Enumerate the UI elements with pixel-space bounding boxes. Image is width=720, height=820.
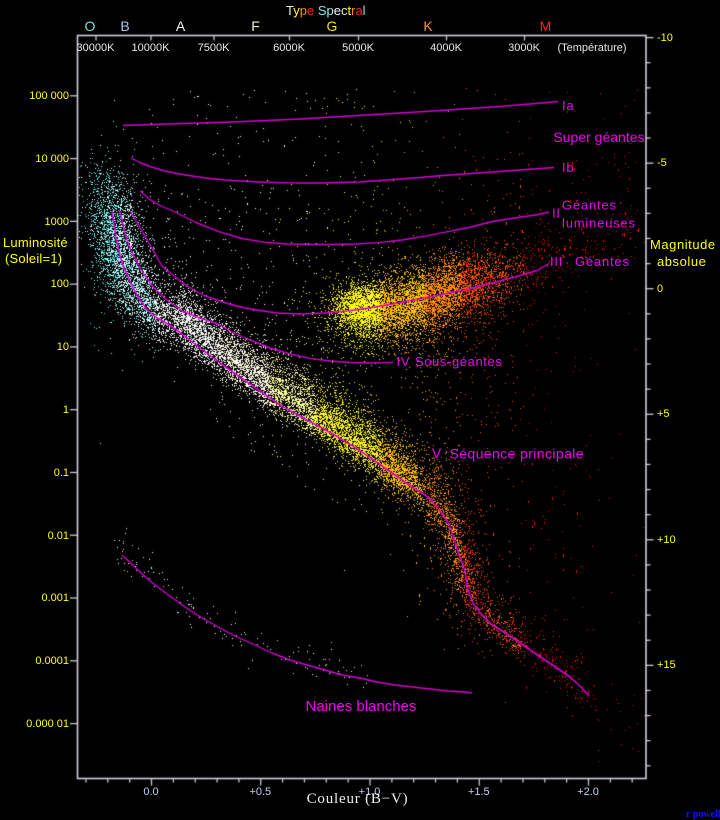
svg-text:0.0001: 0.0001 — [35, 655, 69, 667]
svg-text:5000K: 5000K — [342, 42, 374, 54]
svg-text:+10: +10 — [657, 534, 676, 546]
svg-text:3000K: 3000K — [508, 42, 540, 54]
svg-text:K: K — [423, 18, 433, 34]
svg-text:G: G — [327, 18, 338, 34]
svg-text:(Soleil=1): (Soleil=1) — [5, 251, 62, 266]
svg-text:absolue: absolue — [657, 254, 706, 269]
svg-text:0.0: 0.0 — [143, 786, 158, 798]
svg-text:Séquence principale: Séquence principale — [450, 446, 584, 462]
svg-text:0: 0 — [657, 283, 663, 295]
svg-text:7500K: 7500K — [198, 42, 230, 54]
svg-text:lumineuses: lumineuses — [562, 216, 636, 231]
svg-text:(Température): (Température) — [557, 42, 626, 54]
svg-text:10000K: 10000K — [132, 42, 171, 54]
svg-text:Ia: Ia — [562, 98, 574, 113]
svg-text:M: M — [540, 18, 552, 34]
svg-text:Luminosité: Luminosité — [3, 235, 68, 250]
svg-text:Super géantes: Super géantes — [553, 129, 644, 145]
svg-text:Magnitude: Magnitude — [650, 237, 716, 252]
svg-text:V: V — [432, 445, 442, 461]
svg-text:10: 10 — [57, 341, 69, 353]
svg-text:Sous-géantes: Sous-géantes — [415, 354, 502, 369]
svg-text:100: 100 — [51, 278, 69, 290]
svg-text:O: O — [85, 18, 96, 34]
svg-text:10 000: 10 000 — [35, 153, 69, 165]
svg-text:Géantes: Géantes — [575, 254, 630, 269]
svg-text:6000K: 6000K — [273, 42, 305, 54]
svg-text:+5: +5 — [657, 408, 670, 420]
svg-text:+0.5: +0.5 — [249, 786, 271, 798]
svg-text:Ib: Ib — [562, 160, 574, 175]
svg-text:-5: -5 — [657, 157, 667, 169]
svg-text:+2.0: +2.0 — [577, 786, 599, 798]
svg-text:r powell: r powell — [686, 809, 720, 820]
svg-text:0.000 01: 0.000 01 — [26, 718, 69, 730]
svg-text:III: III — [550, 254, 563, 269]
svg-text:0.01: 0.01 — [48, 530, 69, 542]
svg-text:IV: IV — [397, 354, 411, 369]
svg-text:+15: +15 — [657, 659, 676, 671]
svg-text:+1.5: +1.5 — [468, 786, 490, 798]
svg-text:0.001: 0.001 — [41, 592, 69, 604]
svg-text:II: II — [552, 206, 561, 221]
svg-text:1: 1 — [63, 404, 69, 416]
svg-text:Couleur (B−V): Couleur (B−V) — [307, 791, 409, 807]
svg-text:0.1: 0.1 — [54, 467, 69, 479]
svg-text:-10: -10 — [657, 32, 673, 44]
svg-text:Type Spectral: Type Spectral — [286, 3, 366, 18]
svg-text:F: F — [251, 18, 260, 34]
svg-text:30000K: 30000K — [77, 42, 116, 54]
svg-text:Naines blanches: Naines blanches — [306, 698, 417, 715]
svg-text:4000K: 4000K — [430, 42, 462, 54]
svg-text:A: A — [176, 18, 186, 34]
svg-text:Géantes: Géantes — [562, 198, 617, 213]
svg-text:100 000: 100 000 — [29, 90, 69, 102]
svg-text:+1.0: +1.0 — [359, 786, 381, 798]
svg-text:1000: 1000 — [45, 216, 69, 228]
svg-text:B: B — [120, 18, 129, 34]
